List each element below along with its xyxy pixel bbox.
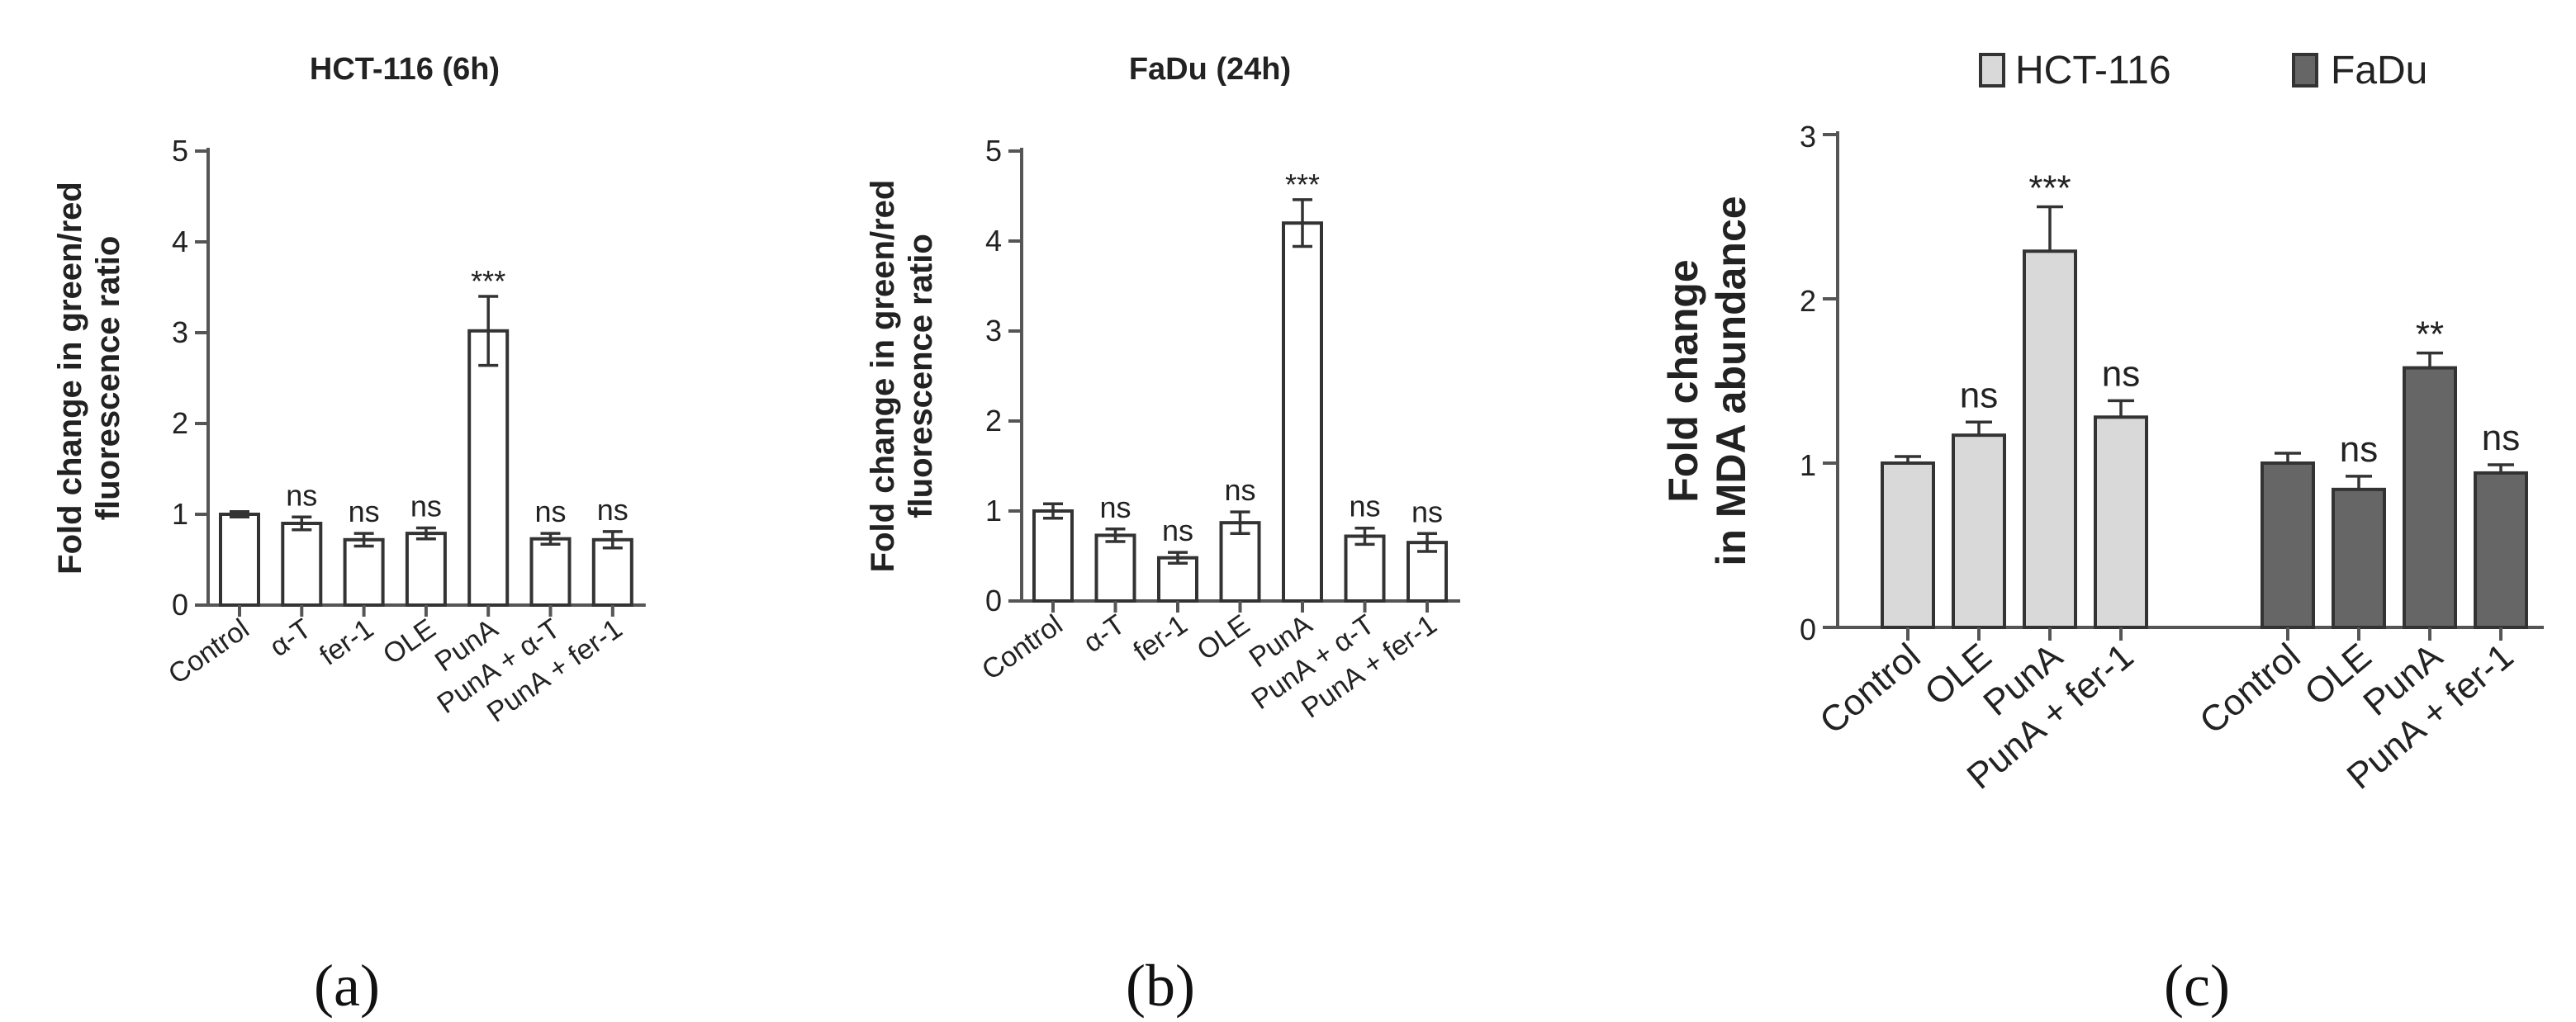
legend-label: FaDu — [2331, 49, 2427, 92]
bar-fer-1 — [343, 537, 385, 607]
bar-puna-t — [529, 537, 572, 608]
y-axis-label-line: fluorescence ratio — [903, 234, 939, 518]
y-axis-label: Fold change in green/redfluorescence rat… — [865, 180, 939, 573]
significance-label: ns — [1162, 513, 1193, 547]
significance-label: ns — [1099, 490, 1131, 524]
x-tick-label: α-T — [1078, 608, 1131, 659]
significance-label: ns — [534, 494, 566, 528]
legend-swatch-hct-116 — [1979, 53, 2005, 88]
panel-label: (a) — [314, 953, 380, 1019]
x-tick-label: OLE — [1192, 608, 1256, 666]
bar-fadu-ole — [2332, 487, 2386, 630]
x-tick-label: OLE — [377, 613, 442, 670]
significance-label: ns — [2482, 418, 2520, 458]
y-tick-label: 5 — [172, 134, 188, 168]
y-tick-label: 1 — [985, 494, 1002, 528]
y-tick-label: 0 — [1800, 613, 1816, 646]
bar-fadu-puna — [2403, 366, 2457, 629]
chart-title: FaDu (24h) — [1129, 52, 1291, 87]
significance-label: ns — [286, 478, 317, 512]
bar-ole — [1219, 521, 1261, 603]
panel-label: (c) — [2164, 953, 2230, 1019]
bar-hct-116-ole — [1952, 433, 2006, 629]
y-tick-label: 3 — [985, 314, 1002, 348]
significance-label: ns — [349, 494, 380, 528]
significance-label: ns — [1960, 375, 1998, 415]
legend-label: HCT-116 — [2015, 49, 2171, 92]
significance-label: ns — [410, 490, 442, 523]
panel-label: (b) — [1126, 953, 1195, 1019]
y-tick-label: 0 — [985, 584, 1002, 617]
y-tick-label: 0 — [172, 588, 188, 622]
x-tick-label: fer-1 — [1128, 608, 1193, 667]
chart-title: HCT-116 (6h) — [310, 52, 500, 87]
y-tick-label: 3 — [172, 315, 188, 349]
bar-puna-t — [1344, 534, 1386, 603]
y-axis-label-line: Fold change — [1660, 259, 1706, 502]
bar-fadu-control — [2261, 461, 2315, 629]
y-tick-label: 2 — [172, 406, 188, 440]
y-axis-label-line: fluorescence ratio — [90, 236, 126, 521]
x-tick-label: Control — [163, 613, 255, 690]
bar-hct-116-puna — [2023, 249, 2077, 629]
significance-label: ** — [2416, 315, 2444, 355]
significance-label: ns — [2340, 429, 2378, 470]
y-axis-label-line: Fold change in green/red — [52, 182, 88, 575]
y-tick-label: 2 — [1800, 284, 1816, 318]
significance-label: *** — [2028, 168, 2071, 209]
significance-label: *** — [471, 264, 505, 298]
panel-a-chart: HCT-116 (6h) Fold change in green/redfluo… — [52, 52, 646, 1019]
bar-hct-116-puna-fer-1 — [2094, 415, 2148, 629]
y-tick-label: 4 — [985, 224, 1002, 258]
significance-label: ns — [1349, 490, 1380, 523]
x-tick-label: α-T — [264, 613, 317, 663]
y-axis-label: Fold change in green/redfluorescence rat… — [52, 182, 126, 575]
y-tick-label: 1 — [1800, 448, 1816, 482]
panel-b-chart: FaDu (24h) Fold change in green/redfluore… — [865, 52, 1460, 1019]
x-tick-label: Control — [2192, 636, 2308, 742]
bar-control — [219, 513, 260, 607]
significance-label: ns — [1411, 494, 1443, 528]
bar-puna — [467, 329, 510, 607]
x-tick-label: Control — [976, 608, 1069, 686]
bar-hct-116-control — [1881, 461, 1935, 629]
significance-label: ns — [597, 493, 629, 527]
y-tick-label: 1 — [172, 497, 188, 531]
y-tick-label: 3 — [1800, 120, 1816, 154]
legend-swatch-fadu — [2292, 53, 2318, 88]
significance-label: *** — [1285, 168, 1320, 201]
y-axis-label-line: in MDA abundance — [1708, 196, 1754, 565]
y-axis-label-line: Fold change in green/red — [865, 180, 901, 573]
bar-ole — [405, 532, 447, 607]
y-tick-label: 4 — [172, 225, 188, 258]
bar-puna-fer-1 — [591, 537, 633, 607]
bar-puna — [1282, 221, 1323, 603]
x-tick-label: Control — [1812, 636, 1928, 742]
significance-label: ns — [2102, 353, 2140, 394]
y-tick-label: 2 — [985, 404, 1002, 438]
bar--t — [281, 522, 323, 607]
significance-label: ns — [1224, 473, 1255, 507]
bar-control — [1032, 509, 1074, 603]
bar-fadu-puna-fer-1 — [2474, 471, 2528, 629]
y-tick-label: 5 — [985, 134, 1002, 168]
panel-c-chart: HCT-116 FaDu Fold changein MDA abundance 0 1… — [1660, 49, 2544, 1019]
x-tick-label: fer-1 — [314, 613, 379, 671]
bar--t — [1094, 533, 1136, 603]
y-axis-label: Fold changein MDA abundance — [1660, 196, 1754, 565]
